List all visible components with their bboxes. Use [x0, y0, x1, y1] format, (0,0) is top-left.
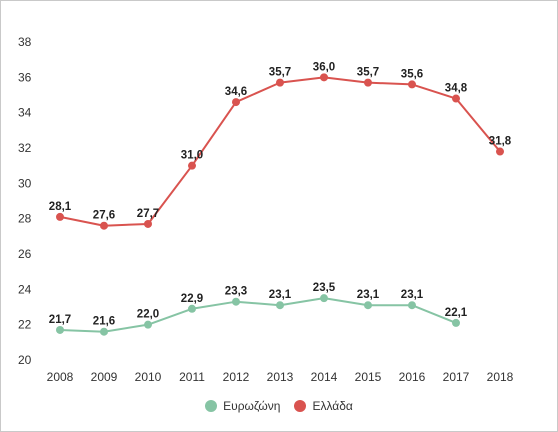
legend: Ευρωζώνη Ελλάδα [0, 399, 558, 413]
x-tick-label-2011: 2011 [179, 370, 205, 384]
data-label-eurozone-2009: 21,6 [93, 316, 115, 328]
data-label-eurozone-2010: 22,0 [137, 309, 159, 321]
point-greece-2016[interactable] [408, 80, 416, 89]
point-eurozone-2009[interactable] [100, 327, 108, 336]
x-tick-label-2012: 2012 [223, 370, 250, 384]
legend-item-eurozone[interactable]: Ευρωζώνη [205, 399, 280, 413]
point-eurozone-2011[interactable] [188, 304, 196, 313]
y-tick-label-34: 34 [18, 106, 32, 120]
x-tick-label-2009: 2009 [91, 370, 118, 384]
data-labels: 28,1 27,6 27,7 31,0 34,6 35,7 36,0 35,7 35,6 34,8… [49, 61, 512, 327]
legend-marker-eurozone [205, 400, 218, 412]
y-tick-label-28: 28 [18, 212, 32, 226]
point-eurozone-2016[interactable] [408, 301, 416, 310]
point-greece-2009[interactable] [100, 221, 108, 230]
y-tick-label-38: 38 [18, 35, 32, 49]
point-greece-2015[interactable] [364, 78, 372, 87]
series-points [56, 73, 504, 336]
data-label-eurozone-2016: 23,1 [401, 289, 424, 301]
data-label-greece-2010: 27,7 [137, 208, 159, 220]
data-label-greece-2011: 31,0 [181, 150, 203, 162]
point-eurozone-2017[interactable] [452, 318, 460, 327]
y-tick-label-20: 20 [18, 353, 32, 367]
y-tick-label-26: 26 [18, 247, 32, 261]
data-label-eurozone-2014: 23,5 [313, 282, 336, 294]
legend-label-eurozone: Ευρωζώνη [223, 399, 281, 413]
y-tick-label-32: 32 [18, 141, 32, 155]
data-label-eurozone-2008: 21,7 [49, 314, 71, 326]
y-axis: 20 22 24 26 28 30 32 34 36 38 [18, 35, 32, 367]
data-label-greece-2017: 34,8 [445, 83, 468, 95]
x-tick-label-2016: 2016 [399, 370, 426, 384]
point-eurozone-2013[interactable] [276, 301, 284, 310]
point-greece-2018[interactable] [496, 147, 504, 156]
data-label-greece-2015: 35,7 [357, 67, 379, 79]
y-tick-label-30: 30 [18, 176, 32, 190]
data-label-greece-2012: 34,6 [225, 86, 247, 98]
x-tick-label-2014: 2014 [311, 370, 338, 384]
y-tick-label-24: 24 [18, 282, 32, 296]
x-tick-label-2008: 2008 [47, 370, 74, 384]
x-tick-label-2015: 2015 [355, 370, 382, 384]
x-tick-label-2018: 2018 [487, 370, 514, 384]
series-line-eurozone [59, 297, 457, 333]
data-label-eurozone-2013: 23,1 [269, 289, 292, 301]
y-tick-label-22: 22 [18, 318, 32, 332]
x-axis: 2008 2009 2010 2011 2012 2013 2014 2015 2016 2017… [47, 370, 514, 384]
point-eurozone-2010[interactable] [144, 320, 152, 329]
point-greece-2017[interactable] [452, 94, 460, 103]
data-label-eurozone-2012: 23,3 [225, 286, 247, 298]
point-greece-2010[interactable] [144, 219, 152, 228]
data-label-eurozone-2015: 23,1 [357, 289, 380, 301]
data-label-greece-2014: 36,0 [313, 61, 335, 73]
data-label-greece-2013: 35,7 [269, 67, 291, 79]
series-line-greece [59, 76, 501, 227]
data-label-eurozone-2011: 22,9 [181, 293, 203, 305]
x-tick-label-2013: 2013 [267, 370, 294, 384]
data-label-greece-2008: 28,1 [49, 201, 72, 213]
point-eurozone-2012[interactable] [232, 297, 240, 306]
legend-marker-greece [294, 400, 307, 412]
point-greece-2008[interactable] [56, 212, 64, 221]
point-greece-2013[interactable] [276, 78, 284, 87]
point-greece-2012[interactable] [232, 98, 240, 107]
point-eurozone-2008[interactable] [56, 325, 64, 334]
point-greece-2014[interactable] [320, 73, 328, 82]
data-label-greece-2018: 31,8 [489, 136, 512, 148]
point-eurozone-2014[interactable] [320, 294, 328, 303]
legend-label-greece: Ελλάδα [312, 399, 353, 413]
y-tick-label-36: 36 [18, 70, 32, 84]
data-label-greece-2016: 35,6 [401, 68, 423, 80]
data-label-greece-2009: 27,6 [93, 210, 115, 222]
point-eurozone-2015[interactable] [364, 301, 372, 310]
x-tick-label-2010: 2010 [135, 370, 162, 384]
x-tick-label-2017: 2017 [443, 370, 470, 384]
point-greece-2011[interactable] [188, 161, 196, 170]
data-label-eurozone-2017: 22,1 [445, 307, 468, 319]
legend-item-greece[interactable]: Ελλάδα [294, 399, 353, 413]
